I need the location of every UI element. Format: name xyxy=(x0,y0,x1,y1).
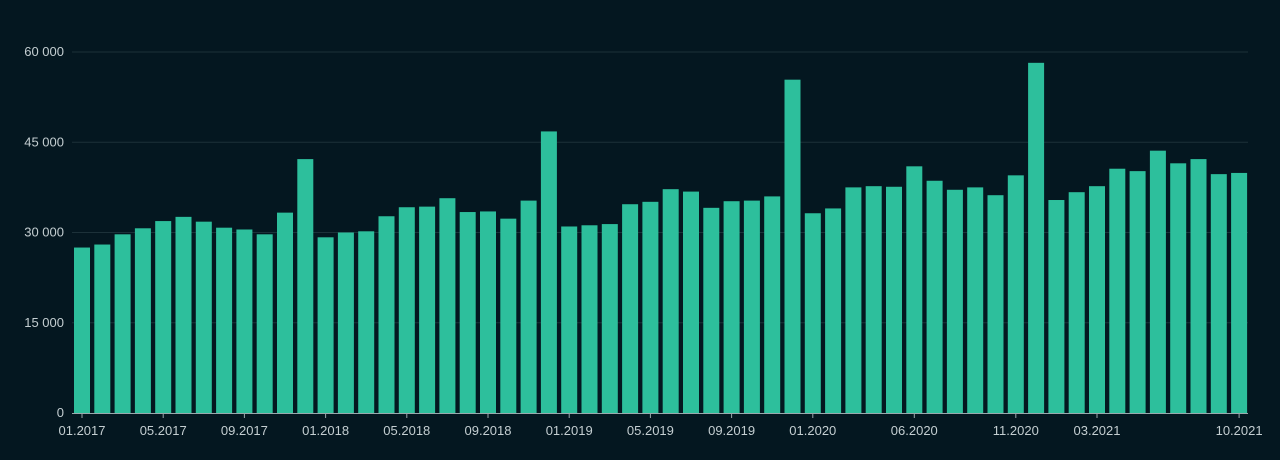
x-axis xyxy=(72,413,1248,418)
y-tick-label: 15 000 xyxy=(24,315,64,330)
x-tick-label: 01.2019 xyxy=(546,423,593,438)
bar-11.2018[interactable] xyxy=(520,200,537,413)
bar-08.2019[interactable] xyxy=(703,207,720,413)
bar-07.2019[interactable] xyxy=(683,191,699,413)
bar-06.2017[interactable] xyxy=(175,216,192,413)
bar-03.2021[interactable] xyxy=(1089,186,1105,413)
bar-05.2020[interactable] xyxy=(886,186,902,413)
x-tick-label: 06.2020 xyxy=(891,423,938,438)
bar-06.2019[interactable] xyxy=(662,189,679,413)
bar-11.2020[interactable] xyxy=(1007,175,1024,413)
bar-01.2019[interactable] xyxy=(561,226,578,413)
bar-10.2020[interactable] xyxy=(987,195,1004,413)
x-tick-label: 11.2020 xyxy=(993,423,1039,438)
bar-04.2017[interactable] xyxy=(134,228,151,413)
x-axis-labels: 01.2017 05.2017 09.2017 01.2018 05.2018 09.20… xyxy=(59,423,1263,438)
bar-02.2018[interactable] xyxy=(337,232,354,414)
y-tick-label: 45 000 xyxy=(24,134,64,149)
bars xyxy=(74,62,1248,414)
x-tick-label: 10.2021 xyxy=(1216,423,1263,438)
bar-12.2020[interactable] xyxy=(1028,62,1045,413)
bar-06.2021[interactable] xyxy=(1149,150,1166,414)
x-tick-label: 05.2018 xyxy=(383,423,430,438)
bar-01.2018[interactable] xyxy=(317,237,334,413)
x-tick-label: 09.2018 xyxy=(465,423,512,438)
y-axis-labels: 0 15 000 30 000 45 000 60 000 xyxy=(24,44,64,420)
bar-07.2018[interactable] xyxy=(439,198,456,413)
bar-11.2019[interactable] xyxy=(764,196,781,413)
bar-12.2017[interactable] xyxy=(297,159,314,413)
x-tick-label: 01.2017 xyxy=(59,423,106,438)
bar-09.2018[interactable] xyxy=(480,211,496,413)
bar-07.2021[interactable] xyxy=(1170,163,1187,413)
bar-01.2017[interactable] xyxy=(74,247,90,413)
bar-08.2018[interactable] xyxy=(459,212,476,413)
bar-03.2019[interactable] xyxy=(601,224,618,413)
x-tick-label: 01.2018 xyxy=(302,423,349,438)
bar-10.2018[interactable] xyxy=(500,218,517,413)
bar-05.2019[interactable] xyxy=(642,201,659,413)
bar-04.2021[interactable] xyxy=(1109,168,1126,413)
bar-03.2020[interactable] xyxy=(845,187,862,414)
x-tick-label: 01.2020 xyxy=(789,423,836,438)
bar-04.2018[interactable] xyxy=(378,216,395,413)
bar-01.2020[interactable] xyxy=(804,213,821,413)
bar-07.2020[interactable] xyxy=(926,180,943,413)
bar-09.2021[interactable] xyxy=(1210,174,1227,413)
bar-01.2021[interactable] xyxy=(1048,200,1065,413)
bar-10.2017[interactable] xyxy=(256,234,273,413)
bar-02.2017[interactable] xyxy=(94,244,111,413)
bar-05.2018[interactable] xyxy=(398,207,415,413)
bar-06.2018[interactable] xyxy=(419,206,436,413)
bar-09.2019[interactable] xyxy=(723,201,740,413)
x-tick-label: 09.2017 xyxy=(221,423,268,438)
bar-11.2017[interactable] xyxy=(277,212,293,413)
y-tick-label: 30 000 xyxy=(24,225,64,240)
bar-03.2017[interactable] xyxy=(114,234,131,413)
bar-02.2020[interactable] xyxy=(825,208,842,413)
x-tick-label: 03.2021 xyxy=(1074,423,1121,438)
y-tick-label: 0 xyxy=(57,405,64,420)
bar-08.2021[interactable] xyxy=(1190,159,1207,413)
bar-08.2017[interactable] xyxy=(216,227,233,413)
y-tick-label: 60 000 xyxy=(24,44,64,59)
bar-06.2020[interactable] xyxy=(906,166,923,413)
bar-05.2017[interactable] xyxy=(155,221,172,413)
bar-09.2020[interactable] xyxy=(967,187,984,414)
bar-04.2019[interactable] xyxy=(622,204,639,413)
bar-10.2019[interactable] xyxy=(743,200,760,413)
bar-02.2019[interactable] xyxy=(581,225,598,413)
bar-12.2019[interactable] xyxy=(784,79,801,414)
bar-09.2017[interactable] xyxy=(236,229,253,413)
bar-05.2021[interactable] xyxy=(1129,171,1146,413)
bar-12.2018[interactable] xyxy=(540,131,557,414)
x-tick-label: 09.2019 xyxy=(708,423,755,438)
bar-08.2020[interactable] xyxy=(946,189,963,413)
bar-03.2018[interactable] xyxy=(358,231,375,413)
bar-07.2017[interactable] xyxy=(195,221,212,413)
bar-02.2021[interactable] xyxy=(1068,192,1085,413)
bar-10.2021[interactable] xyxy=(1231,172,1248,413)
bar-04.2020[interactable] xyxy=(865,186,882,413)
x-tick-label: 05.2017 xyxy=(140,423,187,438)
x-tick-label: 05.2019 xyxy=(627,423,674,438)
